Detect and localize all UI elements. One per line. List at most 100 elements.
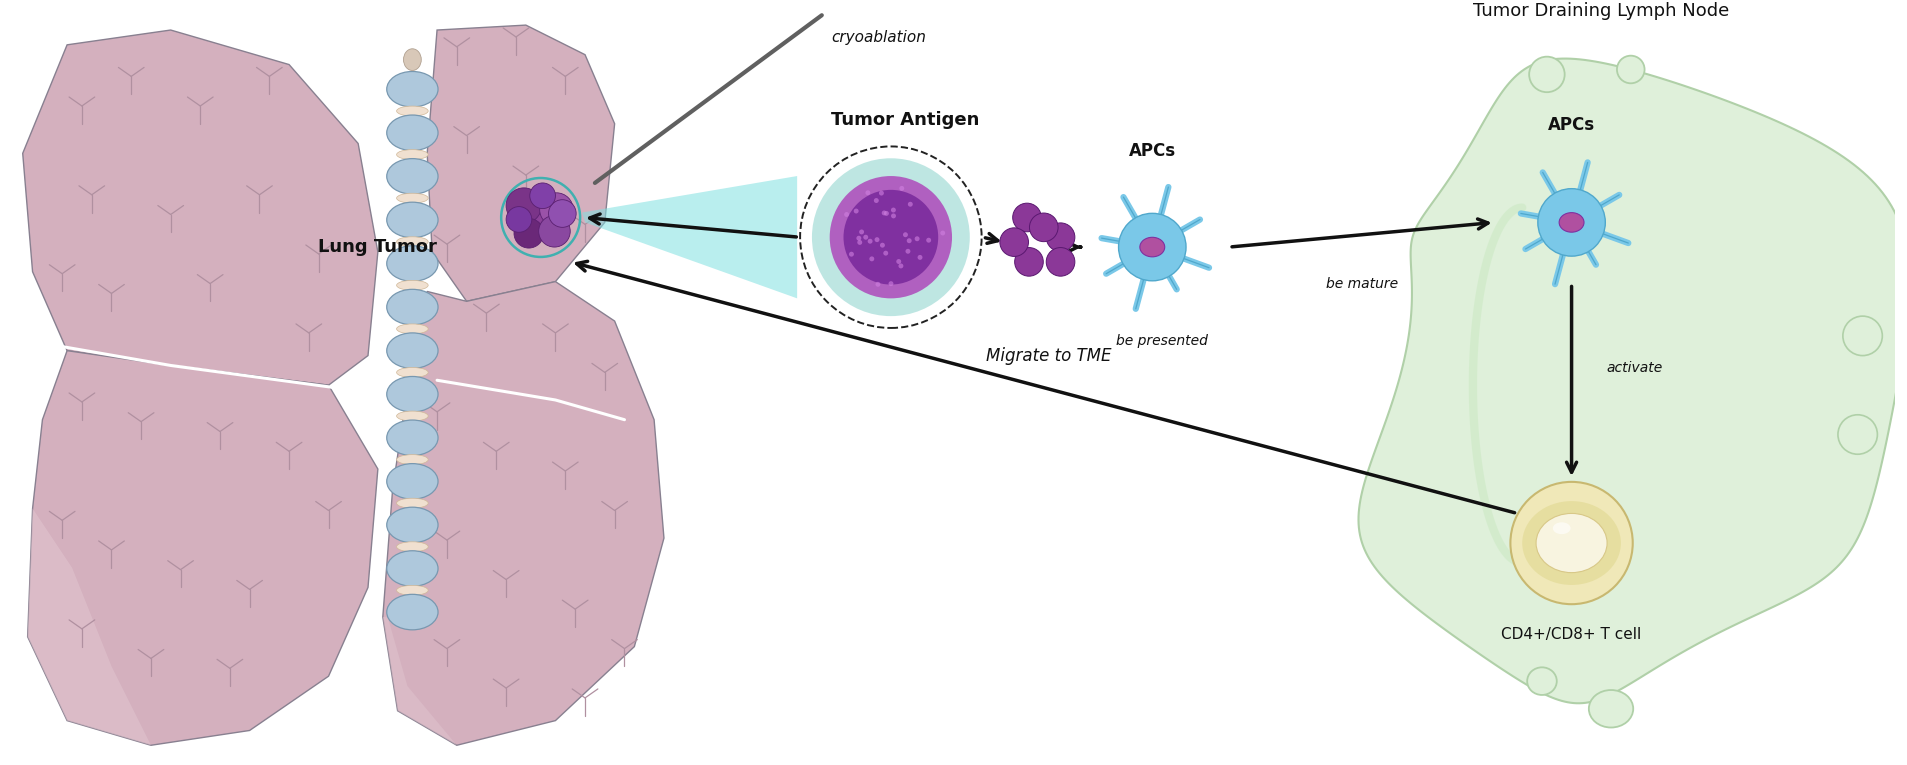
Ellipse shape [387, 115, 439, 151]
Polygon shape [427, 25, 614, 301]
Circle shape [891, 213, 896, 218]
Circle shape [940, 230, 944, 236]
Circle shape [830, 176, 952, 298]
Circle shape [873, 237, 879, 242]
Ellipse shape [387, 202, 439, 238]
Text: be presented: be presented [1116, 334, 1207, 348]
Circle shape [858, 230, 864, 234]
Circle shape [866, 190, 870, 195]
Circle shape [843, 212, 849, 217]
Circle shape [875, 282, 879, 287]
Circle shape [1510, 482, 1632, 604]
Ellipse shape [387, 551, 439, 586]
Circle shape [902, 233, 908, 237]
Polygon shape [383, 282, 664, 745]
Circle shape [1030, 213, 1058, 242]
Ellipse shape [387, 246, 439, 282]
Text: activate: activate [1606, 361, 1661, 375]
Circle shape [896, 259, 900, 264]
Ellipse shape [387, 464, 439, 499]
Circle shape [883, 211, 889, 216]
Circle shape [925, 238, 931, 243]
Ellipse shape [397, 454, 427, 464]
Circle shape [547, 200, 576, 227]
Circle shape [1015, 248, 1043, 276]
Ellipse shape [1535, 513, 1606, 573]
Text: be mature: be mature [1325, 277, 1398, 291]
Circle shape [898, 263, 902, 269]
Circle shape [870, 256, 873, 262]
Polygon shape [27, 350, 378, 745]
Ellipse shape [397, 498, 427, 508]
Circle shape [906, 238, 912, 243]
Text: Tumor Antigen: Tumor Antigen [831, 111, 980, 129]
Ellipse shape [1526, 667, 1556, 695]
Ellipse shape [387, 289, 439, 325]
Circle shape [1118, 213, 1186, 281]
Ellipse shape [397, 106, 427, 116]
Ellipse shape [1522, 501, 1621, 585]
Ellipse shape [397, 324, 427, 334]
Ellipse shape [1552, 522, 1569, 534]
Polygon shape [27, 509, 151, 745]
Circle shape [898, 186, 904, 190]
Circle shape [917, 255, 921, 260]
Circle shape [538, 216, 570, 247]
Circle shape [879, 190, 883, 196]
Ellipse shape [397, 194, 427, 203]
Ellipse shape [402, 49, 421, 70]
Circle shape [852, 209, 858, 213]
Circle shape [1528, 57, 1564, 92]
Circle shape [1615, 56, 1644, 83]
Ellipse shape [397, 280, 427, 290]
Ellipse shape [397, 367, 427, 377]
Circle shape [540, 193, 572, 226]
Circle shape [881, 210, 887, 216]
Text: APCs: APCs [1547, 116, 1594, 134]
Circle shape [913, 236, 919, 241]
Circle shape [873, 198, 879, 203]
Polygon shape [582, 176, 797, 298]
Text: cryoablation: cryoablation [831, 30, 927, 45]
Circle shape [812, 158, 969, 316]
Circle shape [530, 183, 555, 209]
Circle shape [1537, 189, 1604, 256]
Ellipse shape [397, 411, 427, 421]
Circle shape [856, 240, 862, 245]
Polygon shape [1358, 59, 1907, 703]
Text: CD4+/CD8+ T cell: CD4+/CD8+ T cell [1501, 627, 1640, 642]
Circle shape [505, 188, 542, 223]
Ellipse shape [397, 150, 427, 160]
Ellipse shape [397, 542, 427, 552]
Ellipse shape [387, 420, 439, 455]
Circle shape [1045, 223, 1074, 252]
Circle shape [908, 202, 912, 207]
Ellipse shape [387, 507, 439, 542]
Ellipse shape [387, 376, 439, 412]
Circle shape [862, 235, 868, 239]
Polygon shape [383, 617, 456, 745]
Ellipse shape [397, 237, 427, 246]
Circle shape [1836, 415, 1876, 454]
Text: APCs: APCs [1129, 142, 1175, 160]
Circle shape [1045, 248, 1074, 276]
Circle shape [505, 207, 532, 233]
Ellipse shape [1138, 237, 1163, 257]
Ellipse shape [387, 71, 439, 107]
Circle shape [889, 282, 892, 286]
Circle shape [849, 252, 854, 256]
Circle shape [999, 228, 1028, 256]
Circle shape [856, 236, 860, 241]
Text: Tumor Draining Lymph Node: Tumor Draining Lymph Node [1472, 2, 1728, 20]
Ellipse shape [397, 585, 427, 595]
Ellipse shape [1589, 690, 1632, 728]
Ellipse shape [1558, 213, 1583, 232]
Text: Lung Tumor: Lung Tumor [318, 238, 437, 256]
Circle shape [1013, 203, 1041, 232]
Ellipse shape [387, 333, 439, 369]
Circle shape [513, 219, 543, 248]
Ellipse shape [387, 158, 439, 194]
Circle shape [517, 195, 563, 240]
Text: Migrate to TME: Migrate to TME [986, 347, 1112, 365]
Polygon shape [23, 30, 378, 386]
